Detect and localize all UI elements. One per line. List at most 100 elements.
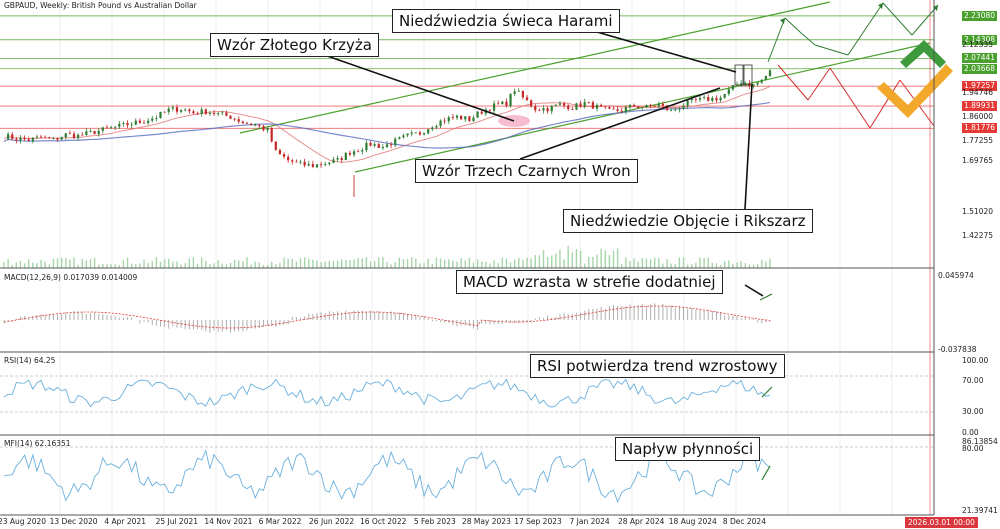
- candle-body: [513, 91, 516, 94]
- candle-body: [406, 133, 409, 136]
- macd-histogram-bar: [168, 320, 170, 329]
- candle-body: [365, 142, 368, 151]
- volume-bar: [221, 263, 223, 268]
- volume-bar: [629, 260, 631, 268]
- volume-bar: [44, 261, 46, 268]
- volume-bar: [427, 258, 429, 268]
- macd-histogram-bar: [621, 305, 623, 320]
- candle-body: [723, 93, 726, 98]
- macd-histogram-bar: [254, 320, 256, 329]
- volume-bar: [538, 255, 541, 268]
- volume-bar: [7, 258, 9, 268]
- macd-histogram-bar: [485, 320, 487, 324]
- volume-bar: [246, 257, 248, 268]
- candle-body: [270, 127, 273, 142]
- volume-bar: [106, 264, 108, 268]
- candle-body: [418, 132, 422, 135]
- macd-histogram-bar: [699, 309, 701, 320]
- volume-bar: [592, 256, 594, 268]
- rsi-level-70: 70.00: [962, 376, 984, 385]
- volume-bar: [365, 257, 368, 268]
- volume-bar: [73, 257, 75, 268]
- candle-body: [385, 144, 389, 147]
- macd-histogram-bar: [674, 307, 676, 320]
- candle-body: [674, 109, 677, 111]
- forecast-green-segment: [767, 17, 786, 63]
- annotation-bearish-harami: Niedźwiedzia świeca Harami: [392, 9, 620, 33]
- volume-bar: [340, 259, 343, 268]
- volume-bar: [11, 264, 13, 268]
- volume-bar: [291, 258, 293, 268]
- macd-histogram-bar: [291, 316, 293, 320]
- volume-bar: [575, 248, 578, 268]
- candle-body: [245, 123, 249, 124]
- macd-histogram-bar: [423, 316, 425, 320]
- macd-histogram-bar: [736, 316, 738, 320]
- macd-histogram-bar: [522, 320, 524, 323]
- volume-bar: [513, 259, 516, 268]
- macd-histogram-bar: [258, 320, 260, 329]
- volume-bar: [192, 257, 195, 268]
- forecast-red-segment: [829, 67, 871, 129]
- candle-body: [567, 105, 570, 110]
- volume-bar: [332, 261, 335, 268]
- volume-bar: [299, 258, 302, 268]
- macd-histogram-bar: [341, 312, 343, 320]
- price-tick-label: 1.81776: [962, 123, 998, 134]
- candle-body: [77, 134, 80, 139]
- macd-histogram-bar: [588, 309, 590, 320]
- macd-up-arrow: [759, 293, 773, 301]
- volume-bar: [250, 264, 252, 268]
- volume-bar: [283, 257, 285, 268]
- macd-histogram-bar: [757, 320, 759, 323]
- macd-histogram-bar: [77, 311, 79, 320]
- macd-histogram-bar: [159, 320, 161, 327]
- macd-histogram-bar: [44, 315, 46, 320]
- candle-body: [208, 113, 212, 115]
- macd-histogram-bar: [378, 311, 380, 320]
- macd-histogram-bar: [728, 315, 730, 320]
- candle-body: [546, 108, 549, 112]
- candle-body: [740, 83, 743, 85]
- forecast-green-segment: [814, 44, 849, 56]
- volume-bar: [19, 260, 22, 268]
- volume-bar: [658, 258, 660, 268]
- volume-bar: [122, 260, 125, 268]
- mfi-line: [3, 449, 771, 503]
- volume-bar: [254, 261, 256, 268]
- candle-body: [661, 103, 665, 106]
- volume-bar: [476, 259, 479, 268]
- rsi-level-0: 0.00: [962, 428, 979, 437]
- price-tick-label: 1.69765: [962, 155, 994, 165]
- macd-histogram-bar: [687, 308, 689, 320]
- candle-body: [179, 109, 183, 112]
- macd-histogram-bar: [213, 320, 215, 331]
- candle-body: [254, 124, 257, 126]
- macd-histogram-bar: [617, 306, 619, 320]
- time-tick-label: 17 Sep 2023: [514, 517, 562, 526]
- macd-histogram-bar: [468, 320, 470, 327]
- candle-body: [447, 117, 450, 122]
- candle-body: [44, 136, 47, 138]
- volume-bar: [670, 263, 672, 268]
- candle-body: [188, 109, 191, 112]
- volume-bar: [378, 257, 380, 268]
- volume-bar: [736, 262, 738, 268]
- volume-bar: [542, 250, 545, 268]
- volume-bar: [308, 258, 310, 268]
- candle-body: [307, 164, 310, 166]
- forecast-green-arrow: [878, 3, 883, 9]
- volume-bar: [485, 261, 487, 268]
- volume-bar: [653, 257, 656, 268]
- candle-body: [682, 105, 685, 109]
- macd-histogram-bar: [36, 314, 38, 320]
- macd-histogram-bar: [271, 320, 273, 327]
- macd-histogram-bar: [15, 318, 17, 320]
- volume-bar: [468, 258, 471, 268]
- channel-upper: [239, 1, 831, 134]
- candle-body: [443, 120, 446, 122]
- macd-histogram-bar: [217, 320, 219, 332]
- macd-histogram-bar: [287, 320, 289, 325]
- volume-bar: [316, 260, 318, 268]
- macd-histogram-bar: [386, 313, 388, 320]
